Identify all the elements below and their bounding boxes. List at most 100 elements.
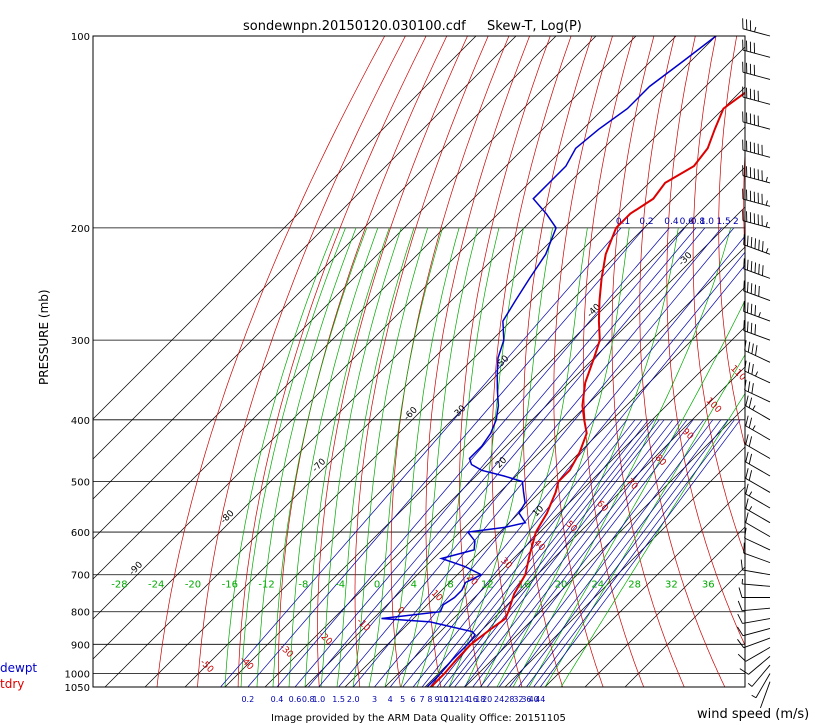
wind-barb: [743, 301, 771, 322]
isotherm-line: [144, 86, 745, 687]
moist-adiabat: [368, 227, 443, 687]
mixing-ratio-bottom-label: 28: [504, 695, 514, 704]
wind-barb: [744, 527, 771, 551]
mixing-ratio-bottom-label: 0.8: [302, 695, 315, 704]
moist-adiabat-label: 4: [411, 580, 417, 591]
dry-adiabat: [197, 36, 406, 687]
dry-adiabat-label: 160: [835, 98, 840, 117]
dry-adiabat: [792, 36, 840, 687]
mixing-ratio-bottom-label: 9: [434, 695, 439, 704]
moist-adiabat: [320, 227, 402, 687]
wind-barb: [744, 340, 771, 363]
mixing-ratio-line: [518, 419, 722, 687]
chart-title: sondewnpn.20150120.030100.cdf: [243, 19, 466, 34]
mixing-ratio-line: [448, 419, 660, 687]
moist-adiabat: [352, 227, 429, 687]
legend-dewpt: dewpt: [0, 661, 37, 675]
moist-adiabat: [240, 227, 346, 687]
legend-tdry: tdry: [0, 677, 24, 691]
plot-frame: [92, 35, 746, 688]
moist-adiabat: [528, 299, 745, 687]
dry-adiabat: [743, 146, 745, 261]
mixing-ratio-label: 1.5: [716, 217, 730, 227]
moist-adiabat-label: -12: [258, 580, 274, 591]
wind-barb: [743, 258, 771, 279]
moist-adiabat: [560, 392, 745, 687]
wind-barb: [744, 360, 771, 384]
mixing-ratio-label: 3: [751, 217, 757, 227]
wind-barb: [745, 415, 771, 441]
wind-barb: [742, 139, 771, 158]
moist-adiabat-label: 12: [481, 580, 494, 591]
mixing-ratio-line: [308, 227, 697, 687]
mixing-ratio-line: [498, 419, 705, 687]
mixing-ratio-line: [472, 419, 681, 687]
wind-barb: [743, 542, 771, 564]
isotherm-label: -60: [402, 405, 420, 423]
dry-adiabat: [582, 36, 645, 687]
moist-adiabat-label: 32: [665, 580, 678, 591]
isotherm-label: -20: [769, 199, 787, 217]
mixing-ratio-bottom-label: 11: [444, 695, 454, 704]
dry-adiabat: [425, 36, 530, 687]
moist-adiabat: [336, 227, 415, 687]
dry-adiabat-label: 90: [680, 427, 695, 442]
wind-barb: [737, 600, 771, 612]
mixing-ratio-line: [338, 227, 722, 687]
moist-adiabat-label: 8: [447, 580, 453, 591]
wind-barb: [737, 637, 771, 649]
pressure-tick-label: 1050: [65, 683, 90, 694]
wind-barb: [747, 664, 771, 687]
mixing-ratio-bottom-label: 8: [427, 695, 432, 704]
dry-adiabat-label: -40: [238, 655, 256, 673]
isotherm-line: [584, 526, 745, 687]
moist-adiabat: [304, 227, 390, 687]
mixing-ratio-bottom-label: 12: [450, 695, 460, 704]
mixing-ratio-line: [352, 227, 735, 687]
pressure-tick-label: 900: [71, 640, 90, 651]
dry-adiabat-label: -30: [277, 643, 295, 661]
moist-adiabat: [400, 227, 478, 687]
wind-barb: [744, 379, 771, 403]
wind-barb: [740, 559, 771, 576]
wind-barb: [745, 451, 771, 477]
y-axis-label: PRESSURE (mb): [37, 289, 51, 385]
wind-barb: [742, 188, 771, 207]
wind-barb: [738, 587, 770, 598]
mixing-ratio-line: [429, 419, 643, 687]
footer-credit: Image provided by the ARM Data Quality O…: [271, 713, 566, 724]
mixing-ratio-label: 0.6: [680, 217, 695, 227]
dry-adiabat: [459, 36, 551, 687]
wind-barb: [745, 395, 771, 421]
isotherm-label: -40: [585, 302, 603, 320]
wind-barb: [739, 656, 771, 675]
pressure-tick-label: 500: [71, 478, 90, 489]
isotherm-line: [384, 326, 745, 687]
dry-adiabat: [692, 36, 745, 556]
mixing-ratio-line: [412, 419, 628, 687]
moist-adiabat: [512, 227, 732, 687]
dry-adiabat: [491, 36, 572, 687]
mixing-ratio-label: 5: [774, 217, 780, 227]
mixing-ratio-bottom-label: 1.5: [332, 695, 345, 704]
mixing-ratio-bottom-label: 0.6: [289, 695, 302, 704]
series-dewpt: [381, 36, 717, 687]
mixing-ratio-line: [443, 419, 655, 687]
mixing-ratio-line: [402, 264, 745, 687]
moist-adiabat: [416, 227, 500, 687]
moist-adiabat: [544, 354, 745, 687]
isotherm-line: [93, 36, 677, 620]
wind-barb: [742, 61, 771, 80]
dry-adiabat-label: -50: [198, 658, 216, 676]
mixing-ratio-line: [464, 419, 674, 687]
moist-adiabat: [272, 227, 368, 687]
mixing-ratio-bottom-label: 2.0: [347, 695, 360, 704]
mixing-ratio-line: [294, 227, 686, 687]
mixing-ratio-bottom-label: 4: [388, 695, 393, 704]
mixing-ratio-bottom-label: 20: [482, 695, 492, 704]
mixing-ratio-line: [533, 419, 735, 687]
mixing-ratio-line: [539, 419, 741, 687]
mixing-ratio-line: [509, 419, 714, 687]
wind-speed-label: wind speed (m/s): [697, 707, 809, 722]
mixing-ratio-bottom-label: 5: [400, 695, 405, 704]
